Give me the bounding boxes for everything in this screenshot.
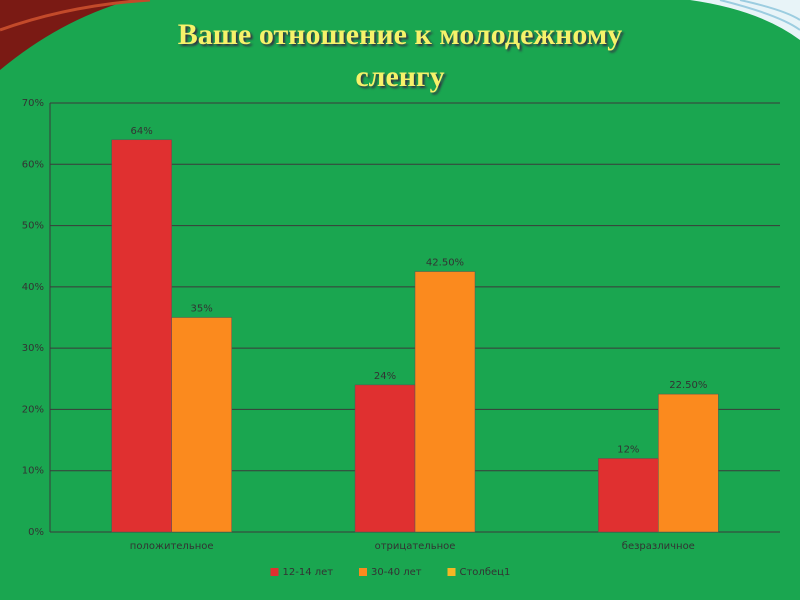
decoration bbox=[690, 0, 800, 40]
bar bbox=[658, 393, 719, 533]
legend-label: 12-14 лет bbox=[283, 567, 334, 578]
bar bbox=[414, 271, 476, 533]
data-label: 42.50% bbox=[426, 258, 464, 269]
bar bbox=[354, 384, 416, 533]
y-tick-label: 40% bbox=[22, 282, 44, 293]
chart-title: Ваше отношение к молодежному сленгу bbox=[177, 18, 623, 93]
y-tick-label: 10% bbox=[22, 466, 44, 477]
legend-swatch bbox=[270, 568, 279, 576]
data-label: 24% bbox=[374, 371, 396, 382]
data-label: 35% bbox=[191, 304, 213, 315]
x-tick-label: положительное bbox=[130, 541, 214, 552]
bar bbox=[171, 317, 232, 533]
y-tick-label: 20% bbox=[22, 404, 44, 415]
y-tick-label: 70% bbox=[22, 98, 44, 109]
legend-label: Столбец1 bbox=[460, 567, 511, 578]
decoration bbox=[719, 0, 800, 31]
legend-swatch bbox=[359, 568, 367, 576]
x-tick-label: отрицательное bbox=[375, 541, 456, 552]
data-label: 64% bbox=[131, 126, 153, 137]
y-tick-label: 60% bbox=[22, 159, 44, 170]
data-label: 22.50% bbox=[669, 380, 707, 391]
y-tick-label: 30% bbox=[22, 343, 44, 354]
y-tick-label: 0% bbox=[28, 527, 44, 538]
bar bbox=[598, 458, 659, 533]
data-label: 12% bbox=[617, 444, 639, 455]
legend-label: 30-40 лет bbox=[371, 567, 422, 578]
decoration bbox=[0, 0, 151, 32]
y-tick-label: 50% bbox=[22, 221, 44, 232]
legend-swatch bbox=[447, 568, 456, 576]
bar bbox=[111, 139, 172, 533]
decoration bbox=[0, 0, 130, 70]
x-tick-label: безразличное bbox=[622, 541, 695, 552]
